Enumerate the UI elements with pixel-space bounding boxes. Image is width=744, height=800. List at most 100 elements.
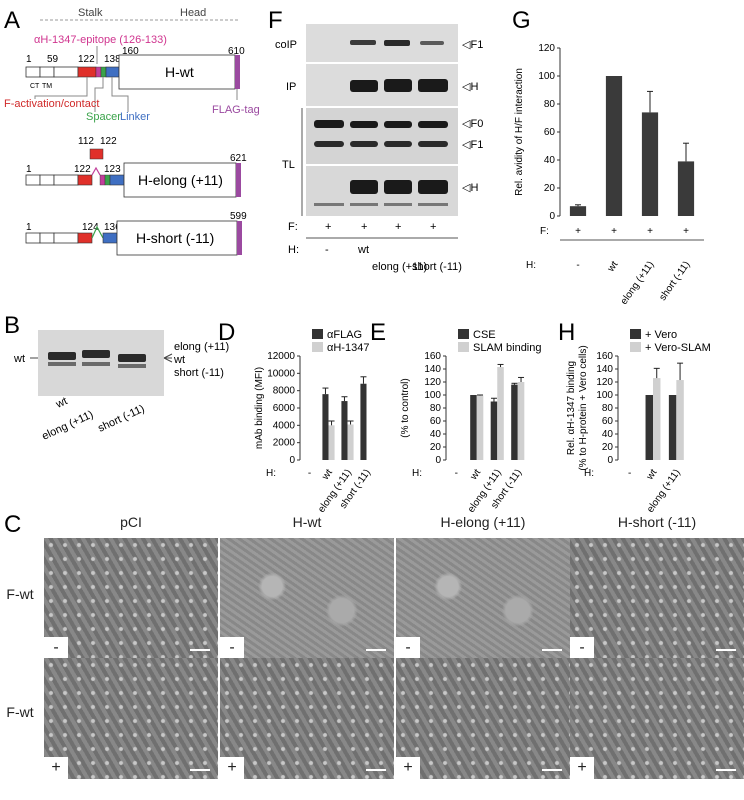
y-axis-label: mAb binding (MFI) (254, 367, 265, 449)
bar (360, 383, 367, 460)
panel-label-f: F (268, 7, 283, 34)
bar (476, 395, 484, 460)
panel-label-b: B (4, 312, 20, 339)
bar (341, 401, 348, 460)
bar (347, 424, 354, 460)
legend-label: + Vero (645, 329, 677, 341)
f-val: + (611, 226, 617, 237)
num-short-124: 124 (82, 222, 99, 233)
blot-wt-left-label: wt (13, 353, 25, 365)
x-tick-label: short (-11) (657, 259, 692, 302)
epitope-label: αH-1347-epitope (126-133) (34, 34, 167, 46)
legend-swatch (458, 342, 469, 352)
micrograph: - (396, 538, 570, 659)
x-tick-label: - (308, 468, 311, 479)
bar (668, 395, 677, 460)
legend-label: αFLAG (327, 329, 362, 341)
x-tick-label: - (576, 260, 579, 271)
y-tick-label: 8000 (273, 386, 296, 397)
y-tick-label: 6000 (273, 403, 296, 414)
f-row-label: F: (288, 221, 298, 233)
y-tick-label: 80 (544, 99, 556, 110)
x-tick-label: wt (468, 467, 483, 483)
y-tick-label: 160 (596, 351, 613, 362)
f-val: + (575, 226, 581, 237)
y-tick-label: 0 (435, 455, 441, 466)
y-tick-label: 40 (544, 155, 556, 166)
num-short-136: 136 (104, 222, 121, 233)
panel-b-western-blot: wt elong (+11) wt short (-11) wt elong (… (13, 330, 229, 443)
num-elong-123: 123 (104, 164, 121, 175)
y-tick-label: 20 (544, 183, 556, 194)
y-tick-label: 0 (549, 211, 555, 222)
blot-elong-label: elong (+11) (174, 341, 229, 353)
legend-label: αH-1347 (327, 342, 369, 354)
micrograph: + (220, 658, 394, 779)
bar (328, 425, 335, 460)
x-tick-label: wt (320, 467, 335, 483)
legend-swatch (458, 329, 469, 339)
f-row-val: + (325, 221, 331, 233)
num-wt-160: 160 (122, 46, 139, 57)
h-axis-label: H: (266, 468, 276, 479)
f-row-val: + (395, 221, 401, 233)
y-tick-label: 120 (424, 377, 441, 388)
row-label-f-wt-1: F-wt (6, 586, 34, 602)
y-tick-label: 100 (596, 390, 613, 401)
legend-swatch (630, 342, 641, 352)
bar (653, 378, 661, 460)
col-label-h-elong: H-elong (+11) (440, 514, 526, 530)
num-wt-1: 1 (26, 54, 32, 65)
scale-bar (542, 769, 562, 771)
legend-label: CSE (473, 329, 496, 341)
y-axis-label: Rel. avidity of H/F interaction (514, 68, 525, 196)
micrograph: + (570, 658, 744, 779)
num-wt-122: 122 (78, 54, 95, 65)
x-tick-label: - (455, 468, 458, 479)
chart-h: 0 20 40 60 80 100 120 140 160 Rel. αH-1347 bindin… (566, 329, 711, 515)
blot-lane-elong: elong (+11) (40, 409, 95, 443)
linker-label: Linker (120, 111, 150, 123)
num-elong-621: 621 (230, 153, 247, 164)
blot-short-label: short (-11) (174, 367, 224, 379)
blot-wt-label: wt (173, 354, 185, 366)
y-tick-label: 60 (602, 416, 614, 427)
treatment-sign: - (220, 637, 244, 659)
h-axis-label: H: (584, 468, 594, 479)
h-row-val: - (325, 244, 329, 256)
micrograph: + (396, 658, 570, 779)
y-tick-label: 140 (424, 364, 441, 375)
treatment-sign: + (570, 757, 594, 779)
row-ip-label: IP (286, 81, 296, 93)
y-axis-label-2: (% to H-protein + Vero cells) (578, 345, 589, 470)
tm-label: TM (42, 83, 52, 90)
blot-lane-short: short (-11) (96, 403, 146, 435)
scale-bar (716, 769, 736, 771)
micrograph: - (220, 538, 394, 659)
panel-label-g: G (512, 7, 531, 34)
h-axis-label: H: (412, 468, 422, 479)
num-elong-1: 1 (26, 164, 32, 175)
micrograph: - (570, 538, 744, 659)
scale-bar (190, 769, 210, 771)
flag-tag-label: FLAG-tag (212, 104, 260, 116)
legend-label: SLAM binding (473, 342, 542, 354)
treatment-sign: + (44, 757, 68, 779)
legend-swatch (312, 329, 323, 339)
x-tick-label: wt (605, 259, 620, 275)
h-row-label: H: (288, 244, 299, 256)
y-tick-label: 20 (430, 442, 442, 453)
scale-bar (716, 649, 736, 651)
bar (645, 395, 653, 460)
y-tick-label: 20 (602, 442, 614, 453)
y-tick-label: 100 (538, 71, 555, 82)
bar (322, 394, 329, 460)
col-label-pci: pCI (120, 514, 142, 530)
h-elong-label: H-elong (+11) (138, 172, 223, 188)
y-axis-label: Rel. αH-1347 binding (566, 361, 577, 455)
panel-label-a: A (4, 7, 20, 34)
bar (470, 395, 477, 460)
treatment-sign: - (44, 637, 68, 659)
y-axis-label: (% to control) (400, 378, 411, 437)
